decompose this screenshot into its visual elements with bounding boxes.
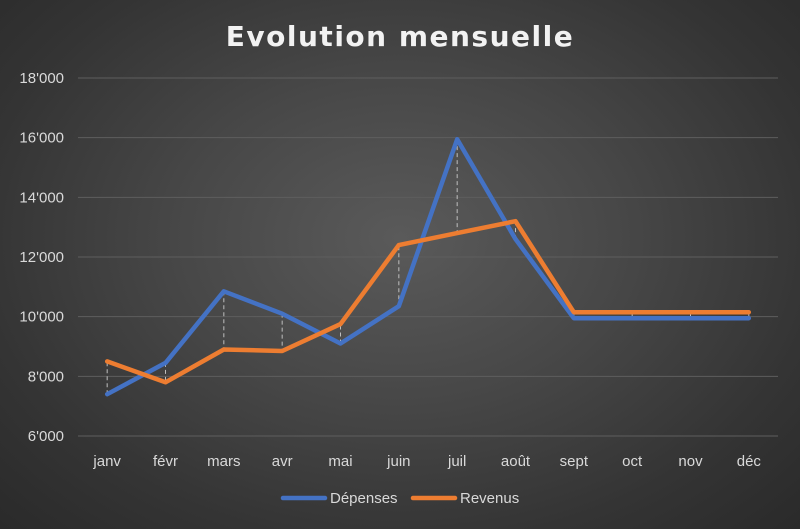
x-tick-label: mars [207,453,240,470]
y-tick-label: 18'000 [19,70,64,87]
series-line-depenses [104,136,752,397]
x-tick-label: nov [678,453,703,470]
x-tick-label: oct [622,453,643,470]
x-tick-label: avr [272,453,293,470]
x-tick-label: févr [153,453,178,470]
drop-lines [106,139,750,395]
x-tick-label: déc [737,453,762,470]
x-tick-label: août [501,453,531,470]
y-tick-label: 14'000 [19,189,64,206]
y-tick-label: 16'000 [19,130,64,147]
gridlines [78,77,778,437]
series-lines [104,136,752,397]
series-line-revenus [104,218,752,385]
x-tick-label: juil [447,453,466,470]
y-tick-label: 8'000 [28,368,64,385]
x-tick-label: sept [560,453,589,470]
x-axis-ticks: janv févr mars avr mai juin juil août sept oct nov… [92,453,761,470]
y-tick-label: 10'000 [19,309,64,326]
y-axis-ticks: 6'000 8'000 10'000 12'000 14'000 16'000 18'000 [19,70,64,445]
chart-title: Evolution mensuelle [226,20,574,53]
x-tick-label: janv [92,453,121,470]
x-tick-label: juin [386,453,410,470]
x-tick-label: mai [328,453,352,470]
y-tick-label: 12'000 [19,249,64,266]
legend-label-depenses: Dépenses [330,490,398,507]
legend: Dépenses Revenus [280,490,519,507]
legend-label-revenus: Revenus [460,490,519,507]
y-tick-label: 6'000 [28,428,64,445]
